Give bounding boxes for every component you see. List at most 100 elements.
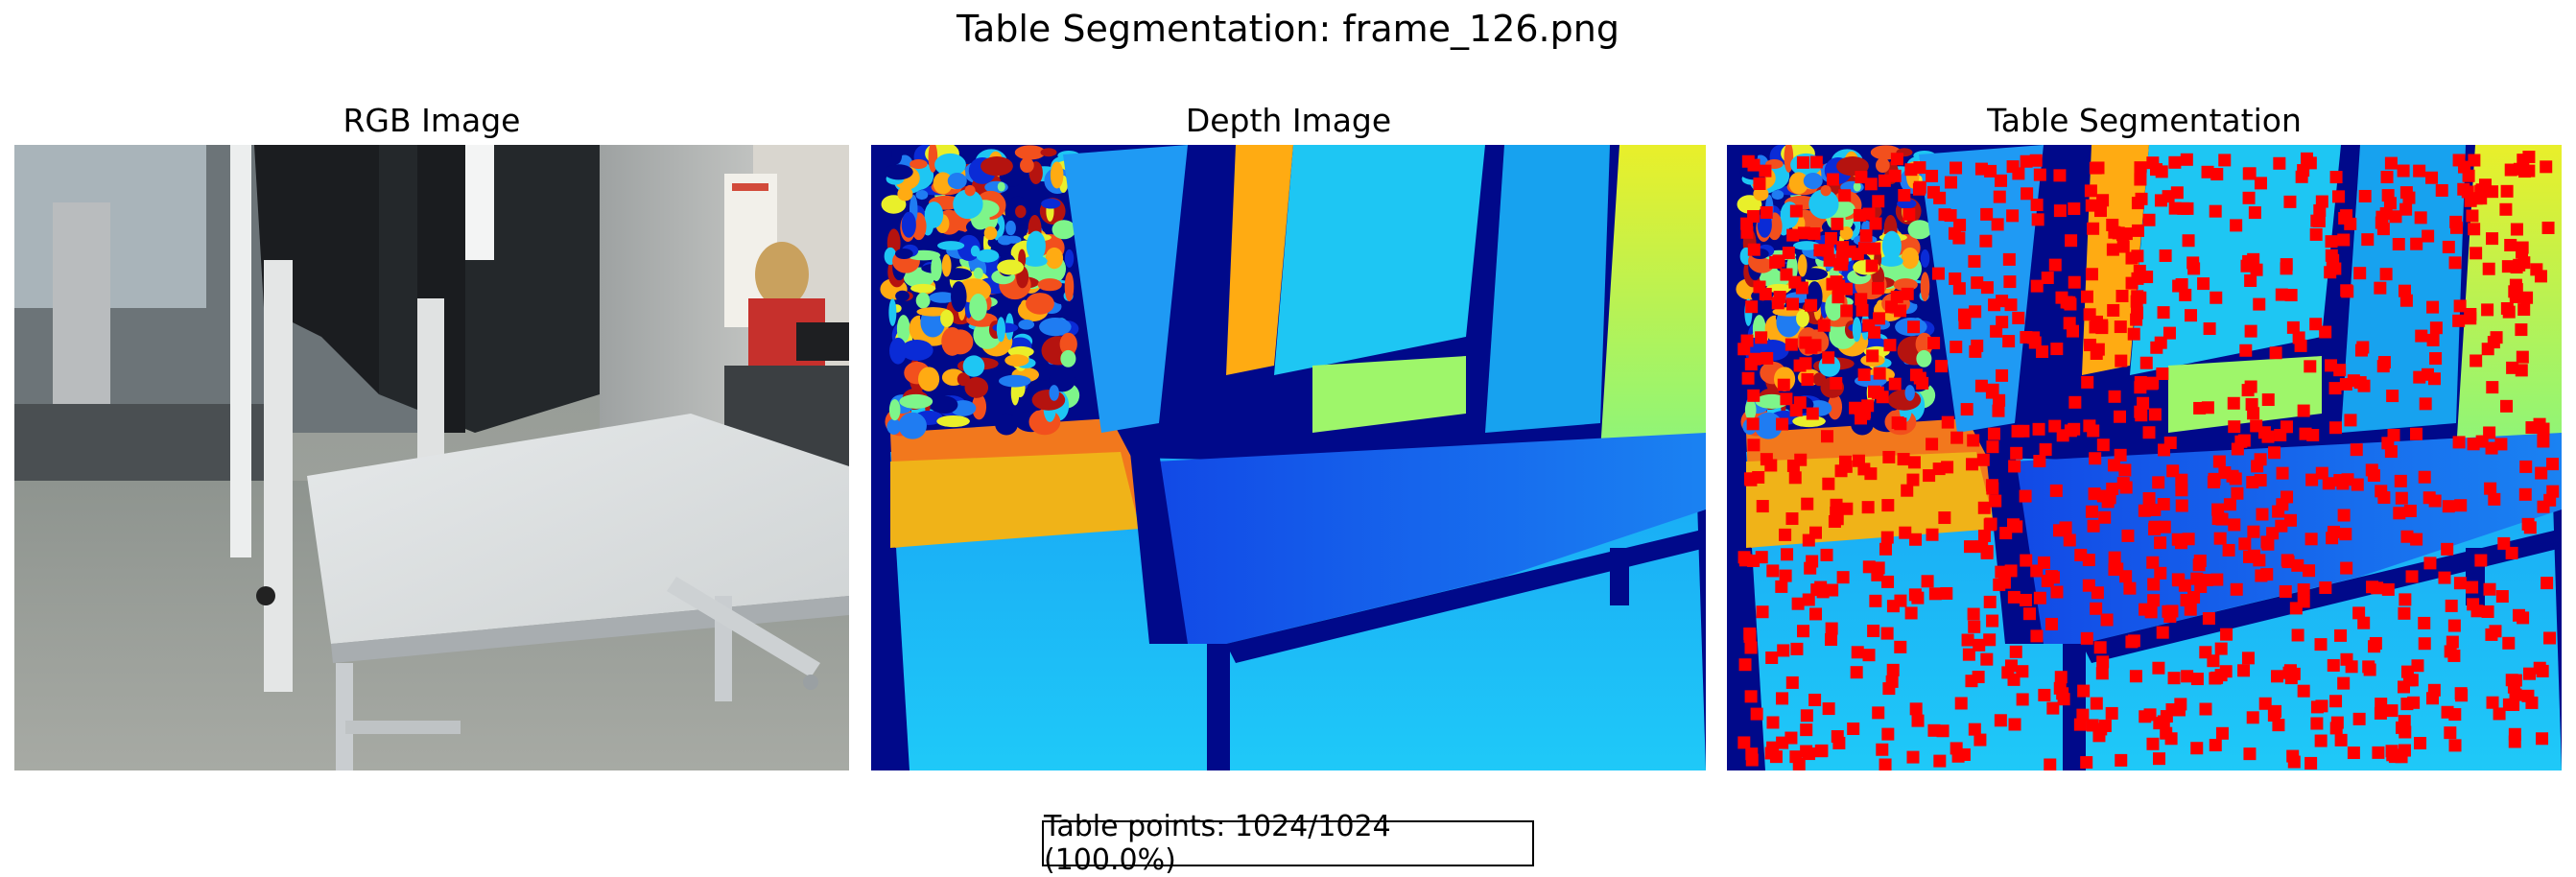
table-point-marker (2353, 267, 2367, 280)
table-point-marker (2486, 185, 2499, 199)
table-point-marker (1973, 733, 1987, 747)
table-point-marker (1847, 722, 1860, 735)
table-point-marker (2297, 164, 2310, 178)
table-point-marker (2474, 554, 2488, 567)
table-point-marker (1880, 531, 1894, 544)
table-point-marker (1961, 633, 1974, 647)
table-point-marker (2319, 325, 2332, 339)
table-point-marker (2334, 733, 2348, 747)
table-point-marker (2499, 202, 2513, 216)
table-point-marker (2114, 448, 2127, 462)
table-point-marker (2012, 311, 2025, 324)
table-point-marker (2444, 726, 2457, 740)
table-point-marker (1760, 453, 1773, 466)
table-point-marker (2488, 492, 2501, 506)
table-point-marker (2003, 275, 2017, 289)
table-point-marker (1933, 191, 1947, 204)
table-point-marker (1932, 462, 1946, 476)
table-point-marker (1997, 576, 2011, 589)
table-point-marker (2275, 519, 2288, 533)
table-point-marker (2193, 401, 2207, 415)
table-point-marker (2261, 393, 2275, 407)
table-point-marker (2036, 345, 2049, 359)
table-point-marker (2106, 482, 2119, 495)
table-point-marker (1986, 440, 1999, 454)
table-point-marker (2315, 466, 2328, 480)
figure-title: Table Segmentation: frame_126.png (957, 8, 1619, 50)
table-point-marker (2504, 163, 2517, 177)
table-point-marker (1907, 456, 1921, 469)
table-point-marker (1786, 297, 1800, 311)
table-point-marker (2137, 396, 2150, 410)
table-point-marker (2441, 542, 2454, 556)
table-point-marker (2020, 154, 2033, 168)
table-point-marker (2374, 706, 2387, 720)
table-point-marker (1832, 736, 1846, 749)
table-point-marker (1808, 693, 1822, 706)
table-point-marker (1881, 727, 1895, 741)
table-point-marker (2271, 670, 2284, 683)
table-point-marker (2274, 429, 2287, 442)
table-point-marker (2152, 476, 2165, 489)
table-point-marker (2154, 566, 2167, 580)
table-point-marker (2257, 426, 2271, 439)
table-point-marker (2442, 240, 2455, 253)
table-point-marker (2418, 470, 2431, 484)
table-point-marker (2023, 607, 2037, 621)
table-point-marker (2172, 279, 2186, 293)
table-point-marker (2213, 532, 2227, 545)
table-points-overlay (1737, 151, 2560, 770)
table-point-marker (2254, 177, 2267, 190)
table-point-marker (1906, 473, 1920, 486)
table-point-marker (2125, 251, 2139, 265)
table-point-marker (2251, 460, 2264, 473)
table-point-marker (2246, 711, 2259, 724)
table-point-marker (1894, 417, 1907, 431)
table-point-marker (2092, 729, 2106, 743)
table-point-marker (2369, 636, 2382, 650)
table-point-marker (2381, 582, 2395, 596)
table-point-marker (1821, 430, 1834, 443)
table-point-marker (2466, 209, 2479, 223)
table-point-marker (2464, 312, 2477, 325)
table-point-marker (1881, 499, 1895, 512)
table-point-marker (2089, 161, 2102, 175)
table-point-marker (2157, 306, 2170, 320)
table-point-marker (2474, 192, 2488, 205)
table-point-marker (1869, 217, 1882, 230)
table-point-marker (1854, 402, 1867, 415)
table-point-marker (2138, 504, 2151, 517)
table-point-marker (2155, 165, 2168, 178)
table-point-marker (2398, 284, 2411, 297)
table-point-marker (1954, 697, 1968, 710)
table-point-marker (2008, 718, 2021, 731)
table-point-marker (2292, 331, 2305, 344)
table-point-marker (2341, 285, 2354, 298)
table-point-marker (2096, 655, 2110, 669)
table-point-marker (1913, 161, 1926, 175)
table-point-marker (2275, 288, 2288, 301)
table-point-marker (2032, 422, 2045, 436)
table-point-marker (2449, 215, 2463, 228)
table-point-marker (2510, 223, 2523, 236)
table-point-marker (1969, 305, 1982, 319)
table-point-marker (1994, 714, 2007, 727)
table-point-marker (2287, 667, 2301, 680)
table-point-marker (2037, 556, 2050, 569)
table-point-marker (2156, 626, 2169, 639)
table-point-marker (2400, 665, 2414, 678)
table-point-marker (1985, 479, 1998, 492)
table-point-marker (1800, 709, 1813, 723)
table-point-marker (2442, 500, 2455, 513)
table-point-marker (1753, 280, 1766, 294)
table-point-marker (2123, 581, 2137, 595)
table-point-marker (2033, 591, 2046, 604)
table-point-marker (2080, 631, 2093, 645)
table-point-marker (2134, 173, 2147, 186)
table-point-marker (1784, 731, 1798, 745)
table-point-marker (1801, 497, 1814, 510)
table-point-marker (2190, 673, 2204, 686)
table-point-marker (2365, 463, 2378, 477)
table-point-marker (1996, 316, 2009, 329)
table-point-marker (1971, 276, 1984, 290)
